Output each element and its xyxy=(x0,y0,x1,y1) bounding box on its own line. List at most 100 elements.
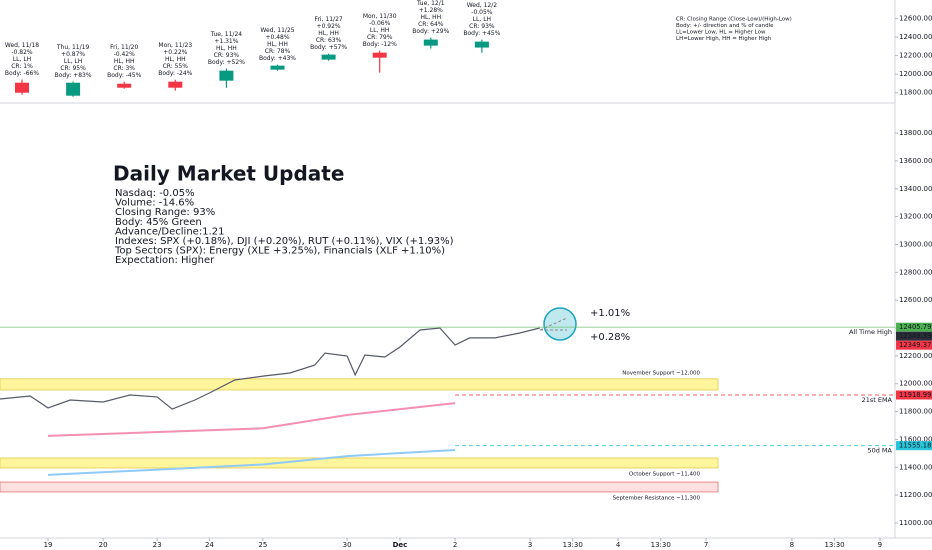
candle-date: Mon, 11/30 xyxy=(363,13,397,20)
series-line xyxy=(0,327,540,410)
candle-date: Fri, 11/27 xyxy=(314,16,342,23)
candle-body xyxy=(117,83,132,88)
x-tick-label: 25 xyxy=(258,541,267,549)
candle-stat: Body: -12% xyxy=(363,41,397,48)
candle-stat: LL, LH xyxy=(64,58,82,65)
legend-note: LL=Lower Low, HL = Higher Low xyxy=(676,30,766,36)
update-line: Expectation: Higher xyxy=(115,255,215,266)
candle-stat: CR: 3% xyxy=(113,65,135,72)
y-tick-label: 12000.00 xyxy=(899,70,932,78)
y-tick-label: 13800.00 xyxy=(899,129,932,137)
candle-stat: Body: +45% xyxy=(463,30,500,37)
candle-stat: LL, HH xyxy=(370,27,390,34)
y-tick-label: 11800.00 xyxy=(899,408,932,416)
candle-stat: -0.06% xyxy=(369,20,391,27)
candle-body xyxy=(66,82,81,96)
update-line: Volume: -14.6% xyxy=(115,198,194,209)
candle-stat: Body: -45% xyxy=(107,72,141,79)
zone-label: October Support ~11,400 xyxy=(629,471,701,477)
candle-stat: -0.05% xyxy=(471,9,493,16)
level-label: All Time High xyxy=(849,328,892,336)
candle-stat: HL, HH xyxy=(165,56,186,63)
y-tick-label: 12600.00 xyxy=(899,296,932,304)
x-tick-label: 13:30 xyxy=(651,541,671,549)
candle-stat: CR: 1% xyxy=(11,63,33,70)
y-tick-label: 13000.00 xyxy=(899,240,932,248)
price-badge xyxy=(896,331,932,341)
candle-date: Fri, 11/20 xyxy=(110,44,138,51)
zone xyxy=(0,378,719,391)
update-line: Body: 45% Green xyxy=(115,217,202,228)
y-tick-label: 13400.00 xyxy=(899,185,932,193)
x-tick-label: 13:30 xyxy=(824,541,844,549)
candle-stat: +0.92% xyxy=(317,23,341,30)
y-tick-label: 12600.00 xyxy=(899,15,932,23)
candle-body xyxy=(219,70,234,81)
candle-body xyxy=(15,82,29,93)
x-tick-label: 8 xyxy=(790,541,794,549)
level-label: 21st EMA xyxy=(862,396,893,404)
candle-stat: Body: +83% xyxy=(55,72,92,79)
title: Daily Market Update xyxy=(113,162,344,186)
candle-date: Thu, 11/19 xyxy=(56,44,90,51)
zone xyxy=(0,481,719,493)
legend-note: LH=Lower High, HH = Higher High xyxy=(676,36,772,42)
annotation: +0.28% xyxy=(590,332,630,343)
candle-stat: CR: 55% xyxy=(163,63,189,70)
zone xyxy=(0,457,719,469)
x-tick-label: Dec xyxy=(393,541,408,549)
y-tick-label: 12200.00 xyxy=(899,352,932,360)
y-tick-label: 12000.00 xyxy=(899,380,932,388)
candle-stat: +1.31% xyxy=(214,38,238,45)
candle-stat: CR: 63% xyxy=(316,37,342,44)
candle-stat: CR: 78% xyxy=(265,48,291,55)
x-tick-label: 2 xyxy=(453,541,457,549)
candle-date: Wed, 11/18 xyxy=(5,42,39,49)
candle-stat: LL, LH xyxy=(13,56,31,63)
x-tick-label: 24 xyxy=(205,541,214,549)
candle-stat: Body: +57% xyxy=(310,44,347,51)
update-line: Indexes: SPX (+0.18%), DJI (+0.20%), RUT… xyxy=(115,236,454,247)
candle-date: Wed, 11/25 xyxy=(260,27,294,34)
target-circle xyxy=(543,307,577,341)
annotation: +1.01% xyxy=(590,308,630,319)
candle-stat: Body: -24% xyxy=(158,70,192,77)
candle-stat: CR: 93% xyxy=(469,23,495,30)
y-tick-label: 11400.00 xyxy=(899,463,932,471)
y-tick-label: 13200.00 xyxy=(899,213,932,221)
x-tick-label: 30 xyxy=(343,541,352,549)
y-tick-label: 11000.00 xyxy=(899,519,932,527)
x-tick-label: 4 xyxy=(616,541,621,549)
x-tick-label: 9 xyxy=(878,541,882,549)
price-badge xyxy=(896,441,932,451)
candle-stat: Body: +52% xyxy=(208,59,245,66)
candle-stat: +0.87% xyxy=(61,51,85,58)
y-tick-label: 12800.00 xyxy=(899,268,932,276)
candle-date: Mon, 11/23 xyxy=(158,42,192,49)
price-badge-label: 12349.37 xyxy=(899,341,931,349)
price-badge xyxy=(896,340,932,350)
candle-stat: CR: 64% xyxy=(418,21,444,28)
price-badge-label: 11555.18 xyxy=(899,442,931,450)
candle-stat: CR: 95% xyxy=(60,65,86,72)
candle-stat: HL, HH xyxy=(216,45,237,52)
candle-date: Wed, 12/2 xyxy=(467,2,498,9)
y-tick-label: 11600.00 xyxy=(899,435,932,443)
update-line: Advance/Decline:1.21 xyxy=(115,226,224,237)
candle-stat: HL, HH xyxy=(114,58,135,65)
x-tick-label: 23 xyxy=(153,541,162,549)
candle-body xyxy=(270,65,285,70)
update-line: Nasdaq: -0.05% xyxy=(115,188,195,199)
y-tick-label: 12400.00 xyxy=(899,33,932,41)
candle-stat: Body: -66% xyxy=(5,70,39,77)
series-line xyxy=(47,402,456,437)
price-badge xyxy=(896,322,932,332)
candle-stat: CR: 93% xyxy=(214,52,240,59)
candle-date: Tue, 11/24 xyxy=(210,31,243,38)
candle-stat: Body: +29% xyxy=(412,28,449,35)
price-badge xyxy=(896,390,932,400)
candle-stat: +0.48% xyxy=(265,34,289,41)
x-tick-label: 13:30 xyxy=(563,541,583,549)
zone-label: September Resistance ~11,300 xyxy=(613,495,701,501)
